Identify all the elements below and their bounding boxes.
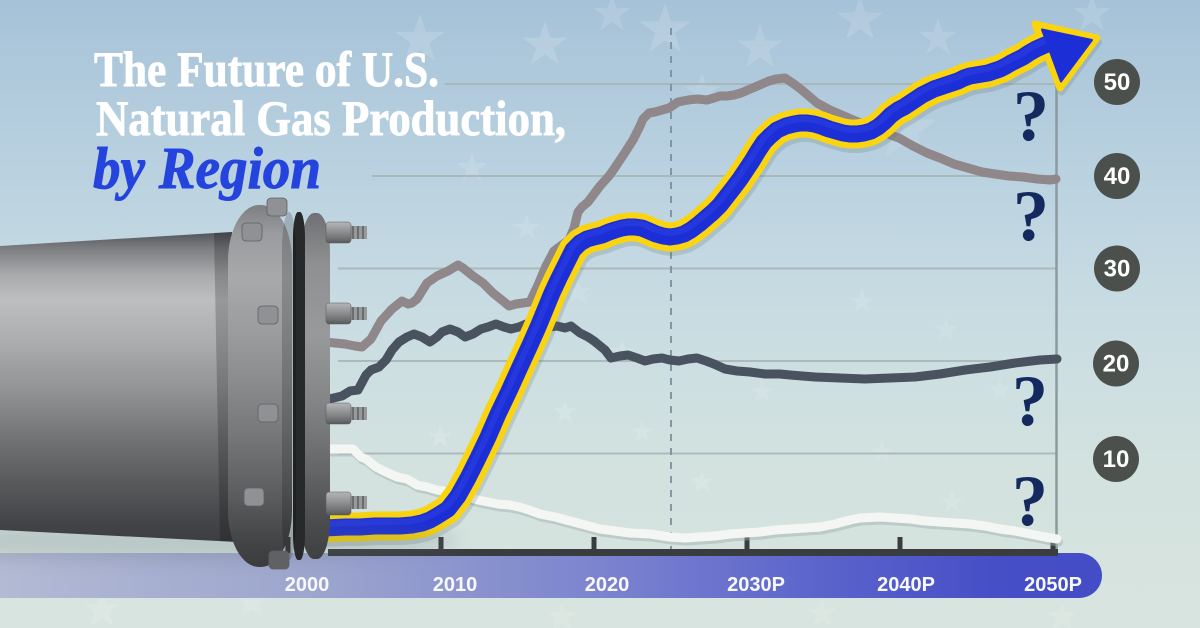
svg-text:The Future of U.S.: The Future of U.S. xyxy=(94,41,439,97)
svg-text:Natural Gas Production,: Natural Gas Production, xyxy=(96,90,566,146)
svg-text:20: 20 xyxy=(1103,351,1130,378)
svg-text:30: 30 xyxy=(1104,256,1131,283)
svg-text:2030P: 2030P xyxy=(727,574,785,596)
svg-text:?: ? xyxy=(1012,461,1048,541)
svg-text:50: 50 xyxy=(1104,69,1131,96)
svg-text:10: 10 xyxy=(1103,446,1130,473)
svg-text:?: ? xyxy=(1012,361,1048,441)
svg-text:?: ? xyxy=(1013,176,1049,256)
svg-text:2020: 2020 xyxy=(585,574,630,596)
svg-text:2010: 2010 xyxy=(433,574,478,596)
svg-text:?: ? xyxy=(1013,76,1049,156)
svg-text:2040P: 2040P xyxy=(877,574,935,596)
svg-text:2050P: 2050P xyxy=(1024,574,1082,596)
svg-text:2000: 2000 xyxy=(285,574,330,596)
svg-text:by Region: by Region xyxy=(93,135,321,201)
svg-text:40: 40 xyxy=(1104,163,1131,190)
